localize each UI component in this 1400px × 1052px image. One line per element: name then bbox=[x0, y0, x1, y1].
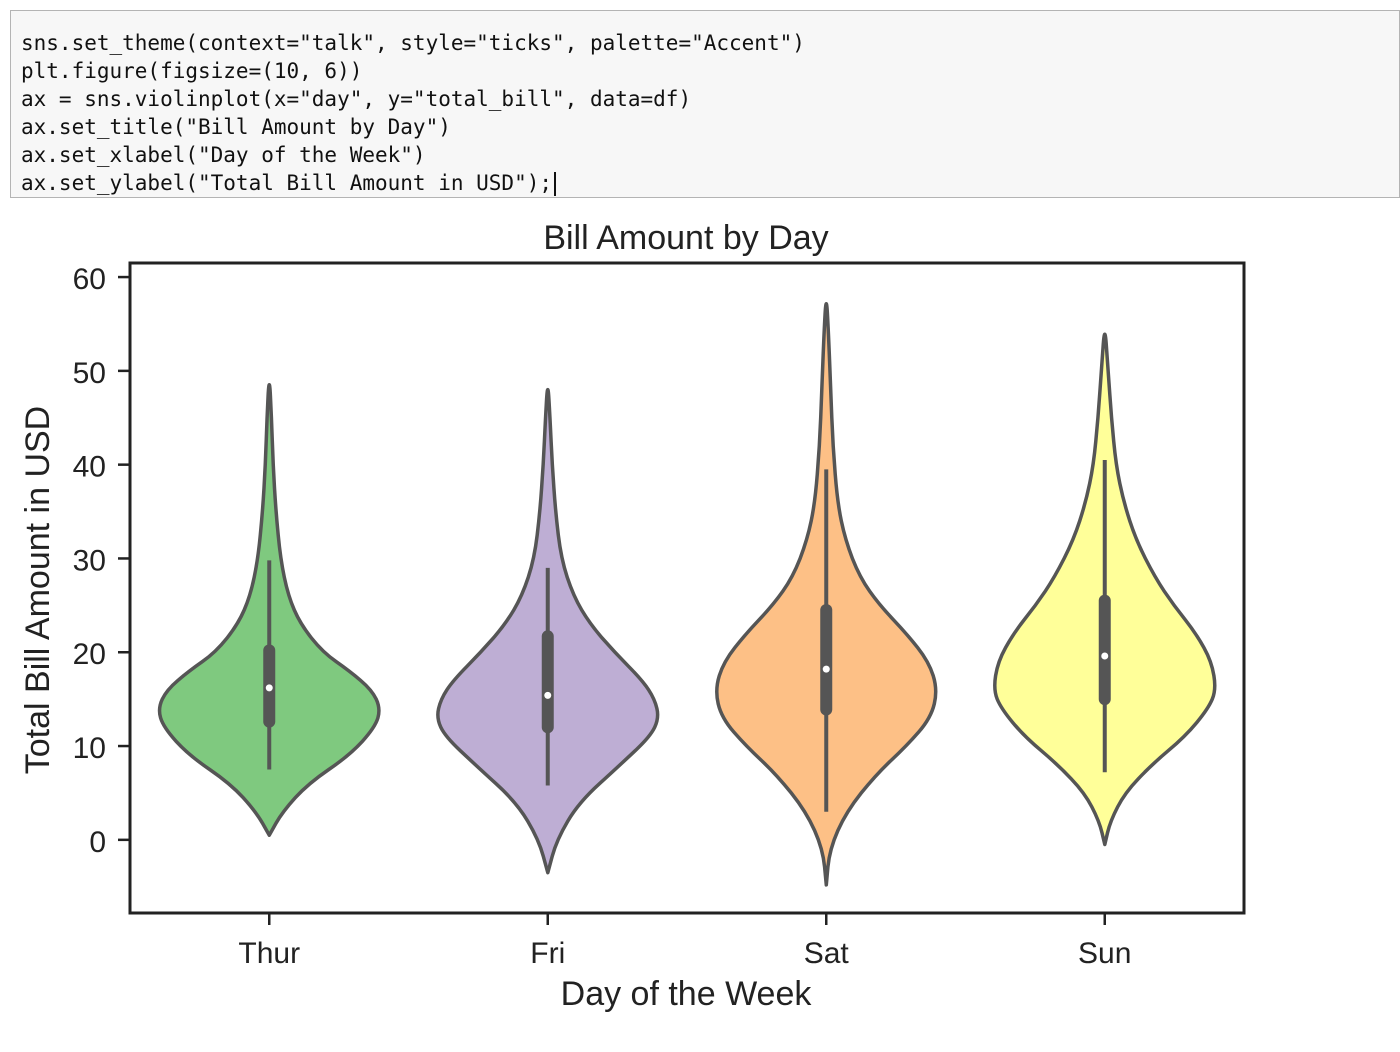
x-tick-label: Sat bbox=[804, 937, 850, 970]
violin-median-sun bbox=[1101, 652, 1109, 660]
y-tick-label: 30 bbox=[73, 544, 106, 577]
x-tick-label: Thur bbox=[238, 937, 300, 970]
y-axis-ticks: 0 10 20 30 40 50 60 bbox=[73, 263, 130, 859]
x-axis-ticks: Thur Fri Sat Sun bbox=[238, 913, 1131, 970]
y-axis-label: Total Bill Amount in USD bbox=[19, 406, 57, 775]
code-line-3: ax = sns.violinplot(x="day", y="total_bi… bbox=[21, 87, 692, 111]
code-line-6-text: ax.set_ylabel("Total Bill Amount in USD"… bbox=[21, 171, 553, 195]
violin-median-sat bbox=[822, 665, 830, 673]
code-line-4: ax.set_title("Bill Amount by Day") bbox=[21, 115, 451, 139]
violin-median-thur bbox=[265, 684, 273, 692]
x-axis-label: Day of the Week bbox=[561, 975, 813, 1013]
y-tick-label: 10 bbox=[73, 732, 106, 765]
code-cell[interactable]: sns.set_theme(context="talk", style="tic… bbox=[10, 10, 1400, 198]
code-line-6: ax.set_ylabel("Total Bill Amount in USD"… bbox=[21, 169, 805, 197]
code-line-2: plt.figure(figsize=(10, 6)) bbox=[21, 59, 363, 83]
y-tick-label: 50 bbox=[73, 357, 106, 390]
violins-layer bbox=[157, 302, 1217, 887]
x-tick-label: Sun bbox=[1078, 937, 1131, 970]
code-line-1: sns.set_theme(context="talk", style="tic… bbox=[21, 31, 805, 55]
chart-title: Bill Amount by Day bbox=[543, 219, 828, 257]
violin-median-fri bbox=[544, 691, 552, 699]
y-tick-label: 20 bbox=[73, 638, 106, 671]
violin-chart: 0 10 20 30 40 50 60 Thur Fri Sat Sun Bill Amount … bbox=[19, 219, 1246, 1013]
code-editor[interactable]: sns.set_theme(context="talk", style="tic… bbox=[21, 29, 805, 197]
y-tick-label: 0 bbox=[89, 826, 106, 859]
axes-frame bbox=[128, 261, 1246, 915]
text-cursor bbox=[554, 172, 557, 196]
y-tick-label: 60 bbox=[73, 263, 106, 296]
code-line-5: ax.set_xlabel("Day of the Week") bbox=[21, 143, 426, 167]
y-tick-label: 40 bbox=[73, 451, 106, 484]
x-tick-label: Fri bbox=[530, 937, 565, 970]
